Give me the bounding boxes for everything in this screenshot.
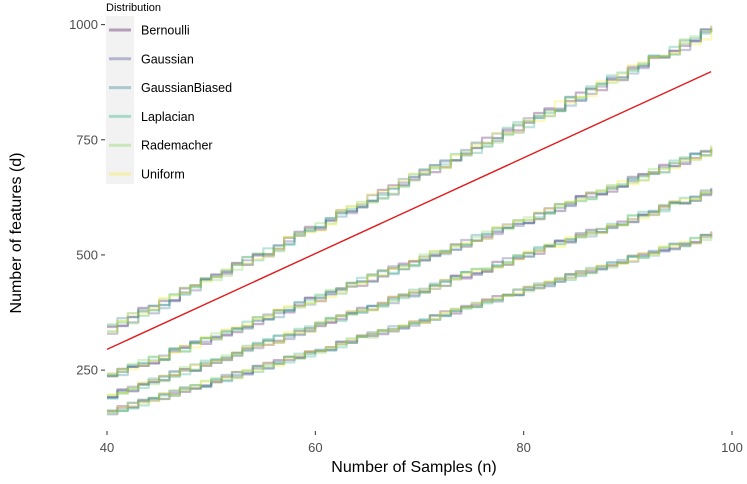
legend-label-rademacher: Rademacher [141, 139, 213, 153]
series-line-bernoulli [107, 149, 713, 378]
series-line-rademacher [107, 236, 713, 415]
x-tick-label: 80 [516, 440, 530, 455]
series-line-gaussianbiased [107, 28, 713, 327]
series-line-rademacher [107, 145, 713, 377]
series-line-laplacian [107, 32, 712, 333]
series-line-rademacher [107, 30, 713, 326]
legend-label-gaussian: Gaussian [141, 52, 194, 66]
plot-curves [107, 25, 713, 416]
series-line-uniform [107, 146, 713, 375]
series-line-bernoulli [107, 187, 713, 399]
series-line-bernoulli [107, 231, 713, 413]
reference-line-group [106, 70, 712, 351]
series-line-gaussianbiased [107, 192, 713, 399]
legend-label-uniform: Uniform [141, 168, 185, 182]
series-line-gaussianbiased [107, 234, 713, 413]
series-line-gaussian [107, 149, 713, 378]
series-line-gaussianbiased [107, 151, 713, 377]
legend: Distribution Bernoulli Gaussian GaussianBi… [106, 2, 232, 184]
x-axis-title: Number of Samples (n) [331, 459, 496, 476]
series-line-laplacian [107, 234, 713, 413]
legend-key-background [106, 16, 134, 184]
y-tick-label: 250 [76, 363, 98, 378]
legend-label-bernoulli: Bernoulli [141, 24, 190, 38]
x-tick-label: 40 [100, 440, 114, 455]
y-axis: 250 500 750 1000 [69, 17, 105, 378]
series-line-uniform [107, 191, 713, 396]
legend-label-gaussianbiased: GaussianBiased [141, 81, 232, 95]
legend-label-laplacian: Laplacian [141, 110, 195, 124]
series-line-uniform [107, 232, 713, 412]
series-line-rademacher [107, 190, 713, 396]
series-line-gaussian [107, 234, 713, 416]
x-tick-label: 60 [308, 440, 322, 455]
series-line-gaussian [107, 25, 713, 335]
series-line-bernoulli [107, 28, 713, 329]
y-tick-label: 750 [76, 132, 98, 147]
x-axis: 40 60 80 100 [100, 431, 743, 455]
series-line-laplacian [107, 147, 713, 377]
x-tick-label: 100 [721, 440, 743, 455]
series-line-laplacian [107, 189, 713, 400]
series-line-uniform [107, 25, 713, 333]
legend-title: Distribution [106, 2, 161, 14]
y-tick-label: 1000 [69, 17, 98, 32]
reference-line [106, 70, 712, 351]
y-tick-label: 500 [76, 247, 98, 262]
y-axis-title: Number of features (d) [8, 153, 25, 314]
series-line-gaussian [107, 189, 713, 399]
